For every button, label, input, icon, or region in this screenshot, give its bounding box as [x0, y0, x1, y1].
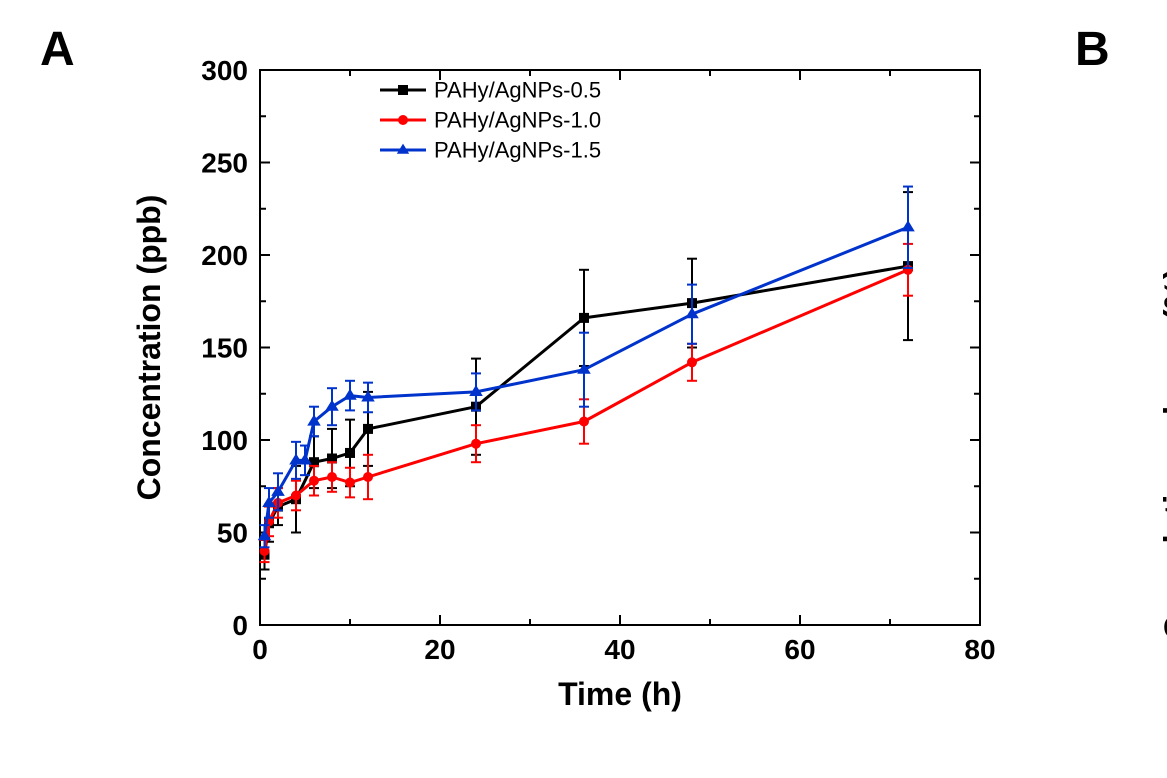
- y-tick-label: 50: [217, 518, 248, 549]
- y-axis-label: Concentration (ppb): [131, 195, 167, 501]
- legend-label: PAHy/AgNPs-1.0: [434, 108, 601, 133]
- y-tick-label: 150: [201, 333, 248, 364]
- panel-b-y-axis-label: Cumulative release (%): [1158, 268, 1167, 640]
- x-tick-label: 60: [784, 634, 815, 665]
- y-tick-label: 300: [201, 55, 248, 86]
- x-tick-label: 20: [424, 634, 455, 665]
- legend-label: PAHy/AgNPs-1.5: [434, 138, 601, 163]
- chart-a-svg: 0 20 40 60 80 0 50 100 150 200 250 300 Time (h) Conce…: [110, 30, 1010, 750]
- legend: PAHy/AgNPs-0.5 PAHy/AgNPs-1.0 PAHy/AgNPs-1…: [380, 78, 601, 163]
- y-tick-label: 200: [201, 240, 248, 271]
- y-tick-label: 0: [232, 610, 248, 641]
- x-axis-label: Time (h): [558, 676, 682, 712]
- x-tick-label: 40: [604, 634, 635, 665]
- y-tick-label: 100: [201, 425, 248, 456]
- x-tick-label: 0: [252, 634, 268, 665]
- panel-label-a: A: [40, 22, 75, 77]
- plot-area: [260, 70, 980, 625]
- panel-label-b: B: [1075, 22, 1110, 77]
- legend-label: PAHy/AgNPs-0.5: [434, 78, 601, 103]
- figure-canvas: A B Cumulative release (%) 0 20 40 60 80 0 50 1…: [0, 0, 1167, 778]
- chart-a: 0 20 40 60 80 0 50 100 150 200 250 300 Time (h) Conce…: [110, 30, 1010, 750]
- x-tick-label: 80: [964, 634, 995, 665]
- y-tick-label: 250: [201, 148, 248, 179]
